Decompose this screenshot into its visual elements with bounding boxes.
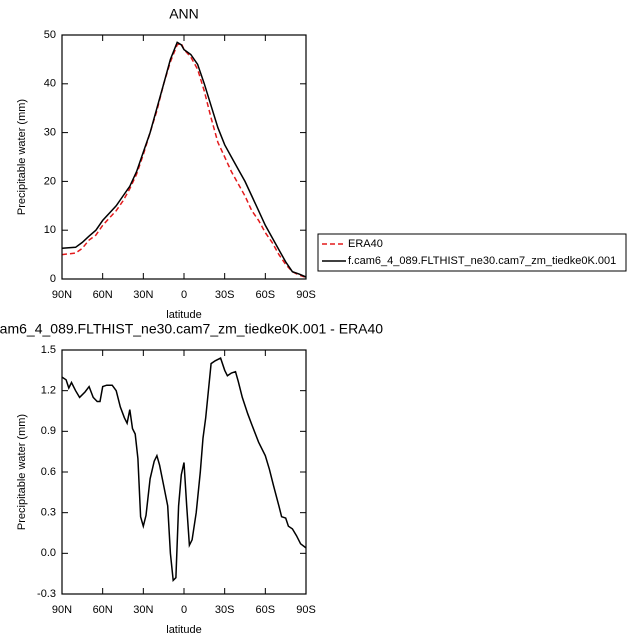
legend-label: f.cam6_4_089.FLTHIST_ne30.cam7_zm_tiedke… (348, 255, 616, 267)
y-tick-label: 0 (50, 273, 56, 285)
y-tick-label: 0.6 (41, 466, 56, 478)
x-tick-label: 30S (215, 604, 235, 616)
x-tick-label: 60N (93, 604, 113, 616)
legend: ERA40 f.cam6_4_089.FLTHIST_ne30.cam7_zm_t… (317, 233, 627, 272)
chart-title: f.cam6_4_089.FLTHIST_ne30.cam7_zm_tiedke… (0, 321, 383, 337)
x-tick-label: 30N (133, 604, 153, 616)
x-tick-label: 90N (52, 604, 72, 616)
x-axis-label: latitude (166, 309, 201, 321)
data-line (61, 41, 307, 278)
y-tick-label: 40 (44, 78, 56, 90)
y-tick-label: 0.0 (41, 547, 56, 559)
y-axis-label: Precipitable water (mm) (16, 414, 28, 530)
data-line (61, 357, 307, 583)
y-tick-label: 30 (44, 127, 56, 139)
x-tick-label: 60S (256, 604, 276, 616)
plot-frame (61, 34, 307, 280)
y-tick-label: 10 (44, 224, 56, 236)
x-tick-label: 90S (296, 604, 316, 616)
x-tick-label: 30S (215, 289, 235, 301)
y-tick-label: -0.3 (37, 588, 56, 600)
y-tick-label: 20 (44, 175, 56, 187)
y-axis-label: Precipitable water (mm) (16, 99, 28, 215)
y-tick-label: 1.2 (41, 385, 56, 397)
x-tick-label: 30N (133, 289, 153, 301)
x-tick-label: 90N (52, 289, 72, 301)
x-tick-label: 90S (296, 289, 316, 301)
x-tick-label: 60N (93, 289, 113, 301)
y-tick-label: 1.5 (41, 344, 56, 356)
y-tick-label: 50 (44, 29, 56, 41)
y-tick-label: 0.9 (41, 425, 56, 437)
y-tick-label: 0.3 (41, 507, 56, 519)
plot-frame (61, 349, 307, 595)
data-line (61, 42, 307, 279)
legend-box (317, 233, 627, 272)
legend-label: ERA40 (348, 238, 383, 250)
x-tick-label: 0 (181, 604, 187, 616)
x-tick-label: 0 (181, 289, 187, 301)
x-axis-label: latitude (166, 624, 201, 636)
x-tick-label: 60S (256, 289, 276, 301)
chart-title: ANN (169, 6, 199, 22)
